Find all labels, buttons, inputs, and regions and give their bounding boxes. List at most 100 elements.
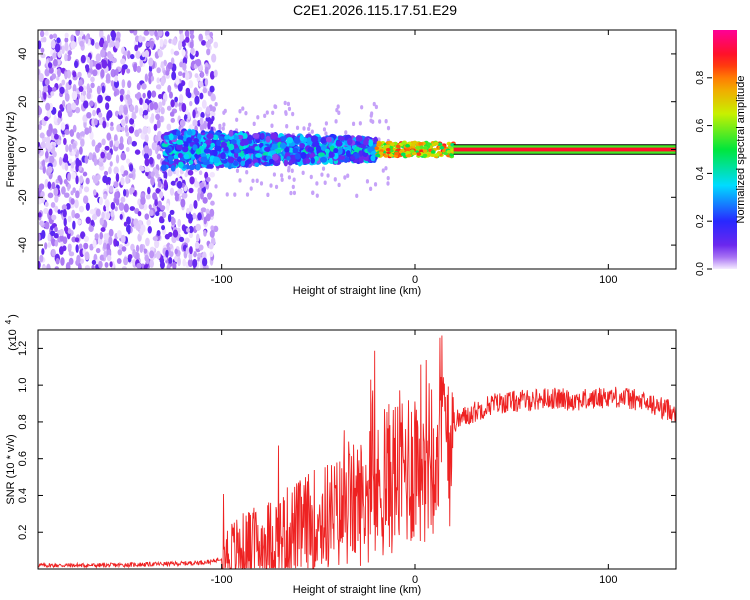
spectrogram-cell [54, 205, 59, 213]
y-scale-exponent: 4 [4, 319, 13, 324]
spectrogram-cell [165, 70, 170, 76]
spectrogram-cell [410, 143, 416, 147]
spectrogram-cell [186, 207, 190, 215]
spectrogram-cell [70, 40, 76, 50]
spectrogram-cell [135, 244, 140, 253]
spectrogram-cell [145, 257, 150, 265]
spectrogram-cell [386, 175, 390, 181]
spectrogram-cell [234, 148, 240, 154]
spectrogram-cell [182, 72, 186, 79]
spectrogram-cell [142, 92, 146, 99]
spectrogram-cell [338, 136, 346, 141]
spectrogram-cell [291, 111, 295, 117]
spectrogram-cell [68, 79, 72, 86]
spectrogram-cell [72, 142, 77, 149]
spectrogram-cell [321, 166, 326, 171]
spectrogram-cell [83, 100, 89, 109]
spectrogram-cell [74, 199, 79, 209]
spectrogram-cell [67, 172, 71, 182]
spectrogram-cell [47, 241, 52, 248]
spectrogram-cell [151, 90, 157, 98]
spectrogram-cell [74, 237, 80, 243]
spectrogram-cell [59, 228, 64, 237]
spectrogram-cell [40, 53, 46, 59]
spectrogram-cell [143, 30, 150, 36]
spectrogram-cell [422, 148, 428, 153]
spectrogram-cell [193, 199, 198, 209]
spectrogram-cell [218, 136, 224, 141]
spectrogram-cell [302, 126, 306, 131]
spectrogram-cell [38, 160, 41, 169]
spectrogram-cell [209, 31, 214, 38]
spectrogram-cell [344, 130, 348, 135]
spectrogram-cell [125, 147, 130, 153]
spectrogram-cell [50, 91, 55, 97]
spectrogram-cell [200, 71, 205, 79]
colorbar-tick-label: 0.8 [695, 70, 706, 84]
spectrogram-cell [163, 38, 168, 45]
spectrogram-cell [149, 250, 155, 259]
spectrogram-cell [287, 106, 292, 112]
spectrogram-cell [312, 141, 320, 147]
spectrogram-cell [51, 248, 56, 257]
spectrogram-cell [266, 192, 270, 198]
spectrogram-cell [177, 71, 183, 77]
spectrogram-cell [92, 175, 99, 184]
spectrogram-cell [64, 92, 70, 102]
spectrogram-cell [156, 67, 161, 74]
spectrogram-cell [123, 170, 129, 176]
spectrogram-cell [131, 171, 136, 180]
spectrogram-cell [101, 85, 106, 94]
spectrogram-cell [208, 242, 214, 250]
spectrogram-cell [155, 113, 161, 121]
spectrogram-cell [127, 97, 133, 106]
spectrogram-cell [40, 191, 45, 198]
spectrogram-cell [134, 44, 139, 52]
spectrogram-cell [177, 188, 183, 195]
spectrogram-cell [308, 122, 312, 128]
spectrogram-cell [214, 145, 222, 152]
spectrogram-cell [132, 249, 136, 258]
spectrogram-cell [169, 209, 175, 215]
carrier-band-core [453, 147, 676, 152]
spectrogram-cell [188, 231, 194, 239]
spectrogram-cell [119, 136, 124, 145]
spectrogram-cell [119, 94, 124, 102]
spectrogram-cell [82, 90, 87, 96]
spectrogram-cell [115, 154, 120, 164]
spectrogram-cell [109, 161, 113, 167]
spectrogram-cell [295, 125, 300, 131]
spectrogram-cell [113, 166, 119, 175]
spectrogram-cell [324, 148, 330, 154]
spectrogram-cell [128, 173, 134, 179]
spectrogram-cell [106, 132, 112, 141]
spectrogram-cell [133, 63, 138, 73]
spectrogram-cell [45, 140, 51, 150]
spectrogram-cell [145, 237, 150, 247]
spectrogram-cell [245, 170, 249, 175]
spectrogram-cell [145, 194, 151, 200]
y-tick-label: 0.2 [17, 525, 29, 540]
spectrogram-cell [38, 147, 41, 154]
y-tick-label: 0.8 [17, 414, 29, 429]
spectrogram-cell [106, 243, 111, 252]
spectrogram-cell [79, 131, 86, 137]
spectrogram-cell [85, 64, 90, 73]
spectrogram-cell [91, 259, 97, 265]
spectrogram-cell [74, 213, 80, 219]
spectrogram-cell [349, 155, 355, 160]
spectrogram-cell [47, 192, 54, 199]
spectrogram-cell [127, 80, 132, 89]
spectrogram-cell [158, 211, 163, 217]
spectrogram-cell [67, 215, 72, 223]
spectrogram-cell [368, 139, 374, 147]
spectrogram-cell [220, 141, 226, 148]
spectrogram-cell [235, 117, 239, 122]
spectrogram-cell [322, 127, 327, 132]
spectrogram-cell [97, 142, 102, 149]
spectrogram-cell [375, 153, 381, 158]
spectrogram-cell [209, 208, 215, 217]
spectrogram-cell [280, 173, 284, 178]
spectrogram-cell [143, 248, 148, 254]
spectrogram-cell [186, 130, 193, 136]
